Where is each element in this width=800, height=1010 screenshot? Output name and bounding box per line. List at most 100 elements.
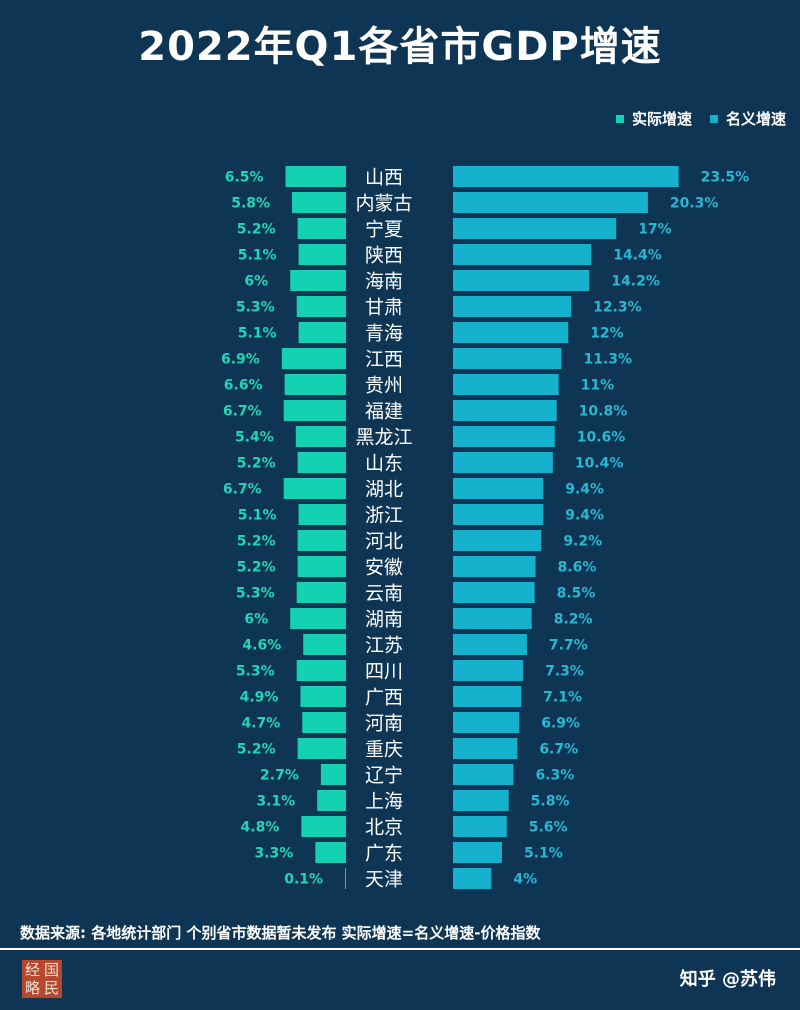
real-growth-label: 5.2% <box>237 742 276 758</box>
legend-swatch-nominal <box>709 114 718 123</box>
nominal-growth-label: 9.4% <box>565 482 604 498</box>
real-growth-bar <box>302 712 346 733</box>
nominal-growth-bar <box>453 348 562 369</box>
legend-item-nominal: 名义增速 <box>709 108 786 129</box>
real-growth-label: 5.2% <box>237 456 276 472</box>
nominal-growth-label: 23.5% <box>701 170 750 186</box>
real-growth-bar <box>303 634 346 655</box>
province-label: 云南 <box>365 583 403 605</box>
nominal-growth-label: 5.8% <box>531 794 570 810</box>
nominal-growth-label: 8.2% <box>554 612 593 628</box>
nominal-growth-bar <box>453 530 542 551</box>
province-label: 贵州 <box>365 375 403 397</box>
nominal-growth-bar <box>453 686 522 707</box>
nominal-growth-label: 7.1% <box>543 690 582 706</box>
chart-title: 2022年Q1各省市GDP增速 <box>138 24 662 70</box>
real-growth-bar <box>298 244 346 265</box>
nominal-growth-label: 9.4% <box>565 508 604 524</box>
real-growth-label: 5.2% <box>237 222 276 238</box>
diverging-bar-chart: 6.5% 山西 23.5% 5.8% 内蒙古 20.3% 5.2% 宁夏 17% 5.1% 陕西 14… <box>221 166 750 891</box>
real-growth-bar <box>281 348 346 369</box>
real-growth-label: 5.1% <box>238 508 277 524</box>
nominal-growth-label: 7.7% <box>549 638 588 654</box>
province-label: 重庆 <box>365 739 403 761</box>
province-label: 甘肃 <box>365 297 403 319</box>
nominal-growth-label: 7.3% <box>545 664 584 680</box>
nominal-growth-label: 10.6% <box>577 430 626 446</box>
nominal-growth-bar <box>453 192 648 213</box>
legend-label-nominal: 名义增速 <box>725 110 786 128</box>
real-growth-bar <box>317 790 346 811</box>
nominal-growth-bar <box>453 556 536 577</box>
province-label: 江苏 <box>365 635 403 657</box>
legend-swatch-real <box>615 114 624 123</box>
real-growth-bar <box>296 296 346 317</box>
legend: 实际增速 名义增速 <box>615 108 786 129</box>
real-growth-label: 0.1% <box>284 872 323 888</box>
seal-char: 经 <box>24 961 40 979</box>
province-label: 黑龙江 <box>355 427 412 449</box>
real-growth-bar <box>298 504 346 525</box>
province-label: 广东 <box>365 843 403 865</box>
seal-logo: 经 国 略 民 <box>22 960 62 998</box>
province-label: 陕西 <box>365 245 403 267</box>
nominal-growth-bar <box>453 842 502 863</box>
nominal-growth-bar <box>453 478 544 499</box>
real-growth-label: 3.3% <box>254 846 293 862</box>
province-label: 广西 <box>365 687 403 709</box>
province-label: 辽宁 <box>365 765 403 787</box>
real-growth-label: 3.1% <box>256 794 295 810</box>
real-growth-label: 5.8% <box>231 196 270 212</box>
real-growth-label: 4.7% <box>241 716 280 732</box>
real-growth-bar <box>301 816 346 837</box>
province-label: 江西 <box>365 349 403 371</box>
province-label: 山西 <box>365 167 403 189</box>
real-growth-bar <box>296 660 346 681</box>
nominal-growth-label: 12.3% <box>593 300 642 316</box>
real-growth-label: 4.9% <box>240 690 279 706</box>
nominal-growth-label: 11.3% <box>583 352 632 368</box>
real-growth-bar <box>297 738 346 759</box>
nominal-growth-bar <box>453 660 524 681</box>
real-growth-label: 5.1% <box>238 326 277 342</box>
real-growth-label: 6.6% <box>224 378 263 394</box>
nominal-growth-bar <box>453 790 509 811</box>
real-growth-label: 5.1% <box>238 248 277 264</box>
nominal-growth-bar <box>453 244 592 265</box>
province-label: 河北 <box>365 531 403 553</box>
real-growth-label: 5.2% <box>237 560 276 576</box>
nominal-growth-bar <box>453 322 569 343</box>
nominal-growth-bar <box>453 400 557 421</box>
real-growth-bar <box>290 608 346 629</box>
real-growth-label: 4.8% <box>241 820 280 836</box>
real-growth-label: 6.9% <box>221 352 260 368</box>
province-label: 安徽 <box>365 557 403 579</box>
nominal-growth-bar <box>453 504 544 525</box>
data-source-note: 数据来源: 各地统计部门 个别省市数据暂未发布 实际增速=名义增速-价格指数 <box>20 924 541 942</box>
legend-label-real: 实际增速 <box>631 110 692 128</box>
province-label: 浙江 <box>365 505 403 527</box>
nominal-growth-label: 8.6% <box>558 560 597 576</box>
real-growth-bar <box>296 582 346 603</box>
real-growth-bar <box>285 166 346 187</box>
real-growth-label: 2.7% <box>260 768 299 784</box>
real-growth-label: 6.5% <box>225 170 264 186</box>
nominal-growth-label: 10.8% <box>579 404 628 420</box>
nominal-growth-bar <box>453 738 518 759</box>
seal-char: 国 <box>43 961 59 979</box>
nominal-growth-bar <box>453 634 527 655</box>
author-credit: 知乎 @苏伟 <box>679 969 776 990</box>
province-label: 湖北 <box>365 479 403 501</box>
real-growth-bar <box>292 192 346 213</box>
province-label: 湖南 <box>365 609 403 631</box>
nominal-growth-label: 5.1% <box>524 846 563 862</box>
province-label: 青海 <box>365 323 403 345</box>
seal-char: 略 <box>24 979 40 997</box>
nominal-growth-label: 9.2% <box>563 534 602 550</box>
real-growth-bar <box>345 868 346 889</box>
province-label: 上海 <box>365 791 403 813</box>
nominal-growth-label: 14.2% <box>611 274 660 290</box>
real-growth-bar <box>320 764 346 785</box>
nominal-growth-bar <box>453 374 559 395</box>
nominal-growth-label: 17% <box>638 222 672 238</box>
